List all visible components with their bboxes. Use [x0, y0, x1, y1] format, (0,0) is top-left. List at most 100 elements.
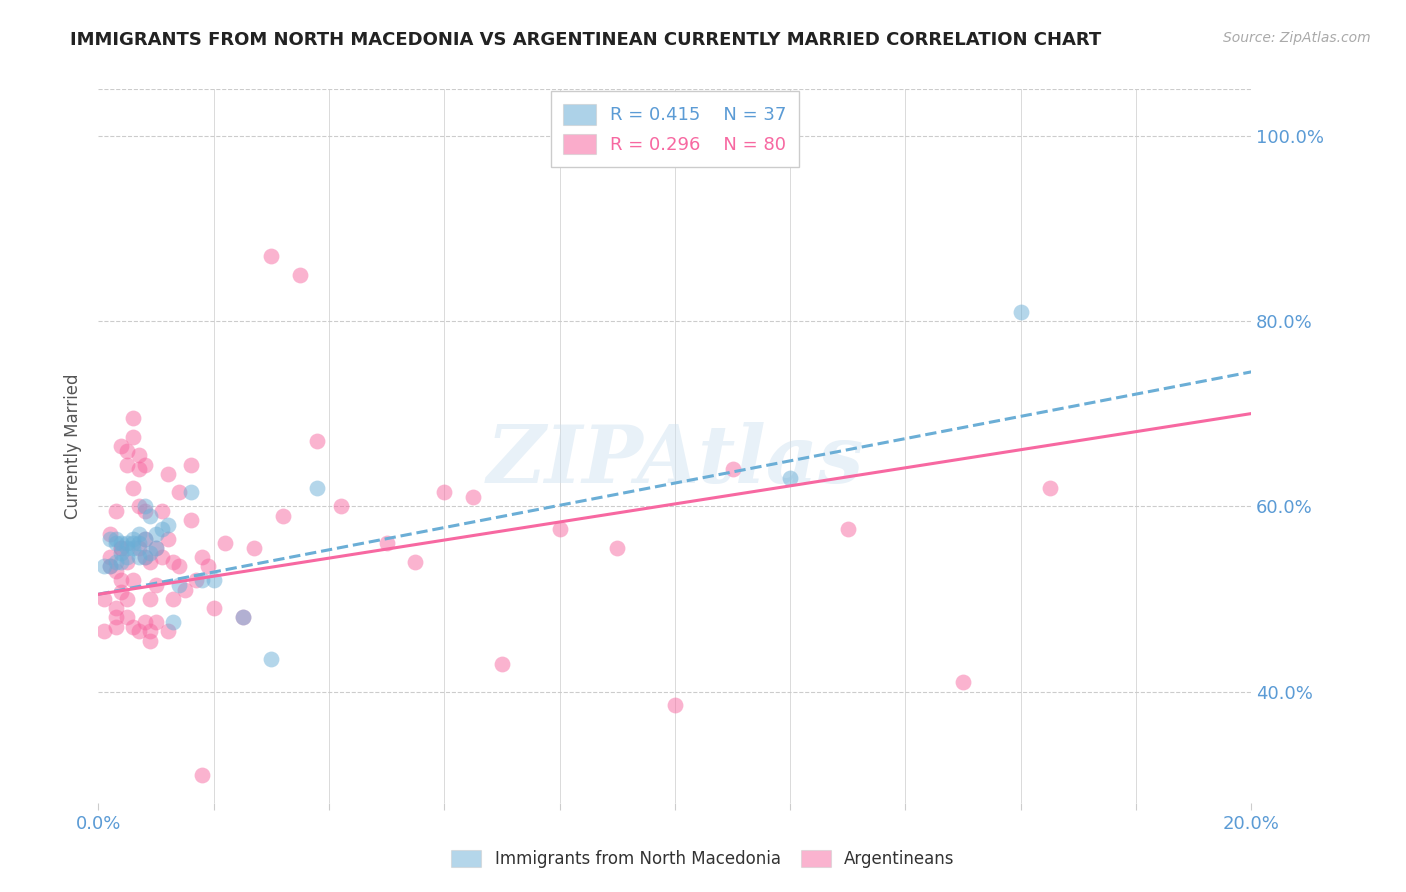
Point — [307, 434, 329, 449]
Point — [117, 610, 139, 624]
Point — [202, 810, 225, 824]
Point — [104, 601, 127, 615]
Point — [329, 500, 352, 514]
Point — [180, 458, 202, 472]
Point — [117, 536, 139, 550]
Point — [134, 500, 156, 514]
Point — [93, 624, 115, 639]
Point — [197, 559, 219, 574]
Point — [117, 443, 139, 458]
Point — [110, 439, 132, 453]
Point — [162, 591, 184, 606]
Point — [110, 555, 132, 569]
Point — [191, 550, 214, 565]
Point — [191, 574, 214, 588]
Point — [271, 508, 294, 523]
Point — [150, 550, 173, 565]
Point — [134, 615, 156, 629]
Point — [145, 541, 167, 555]
Point — [150, 523, 173, 537]
Point — [837, 523, 859, 537]
Point — [134, 504, 156, 518]
Point — [110, 541, 132, 555]
Point — [606, 541, 628, 555]
Point — [134, 532, 156, 546]
Point — [93, 559, 115, 574]
Point — [104, 504, 127, 518]
Point — [491, 657, 513, 671]
Point — [128, 462, 150, 476]
Point — [1010, 304, 1032, 318]
Text: Source: ZipAtlas.com: Source: ZipAtlas.com — [1223, 31, 1371, 45]
Point — [98, 550, 121, 565]
Text: ZIPAtlas: ZIPAtlas — [486, 422, 863, 499]
Point — [139, 633, 162, 648]
Point — [156, 624, 179, 639]
Point — [231, 610, 254, 624]
Point — [117, 458, 139, 472]
Point — [110, 545, 132, 559]
Point — [167, 578, 190, 592]
Point — [128, 541, 150, 555]
Point — [122, 574, 145, 588]
Point — [260, 652, 283, 666]
Point — [145, 578, 167, 592]
Point — [98, 559, 121, 574]
Point — [134, 550, 156, 565]
Point — [122, 541, 145, 555]
Point — [139, 508, 162, 523]
Point — [134, 458, 156, 472]
Point — [104, 555, 127, 569]
Point — [186, 574, 208, 588]
Point — [104, 532, 127, 546]
Point — [231, 610, 254, 624]
Point — [162, 555, 184, 569]
Point — [122, 532, 145, 546]
Point — [721, 462, 744, 476]
Point — [104, 620, 127, 634]
Point — [150, 504, 173, 518]
Point — [779, 471, 801, 485]
Point — [202, 574, 225, 588]
Legend: Immigrants from North Macedonia, Argentineans: Immigrants from North Macedonia, Argenti… — [444, 843, 962, 875]
Point — [98, 532, 121, 546]
Point — [104, 610, 127, 624]
Point — [145, 527, 167, 541]
Point — [145, 615, 167, 629]
Point — [145, 541, 167, 555]
Point — [128, 550, 150, 565]
Point — [156, 532, 179, 546]
Point — [134, 550, 156, 565]
Point — [139, 545, 162, 559]
Point — [375, 536, 398, 550]
Point — [433, 485, 456, 500]
Point — [104, 564, 127, 578]
Point — [122, 536, 145, 550]
Point — [214, 536, 236, 550]
Point — [139, 624, 162, 639]
Point — [134, 532, 156, 546]
Point — [174, 582, 197, 597]
Point — [93, 591, 115, 606]
Point — [156, 467, 179, 481]
Point — [191, 768, 214, 782]
Text: IMMIGRANTS FROM NORTH MACEDONIA VS ARGENTINEAN CURRENTLY MARRIED CORRELATION CHA: IMMIGRANTS FROM NORTH MACEDONIA VS ARGEN… — [70, 31, 1101, 49]
Point — [139, 591, 162, 606]
Point — [156, 517, 179, 532]
Point — [307, 481, 329, 495]
Point — [167, 485, 190, 500]
Legend: R = 0.415    N = 37, R = 0.296    N = 80: R = 0.415 N = 37, R = 0.296 N = 80 — [551, 91, 799, 167]
Point — [167, 559, 190, 574]
Point — [952, 675, 974, 690]
Point — [110, 541, 132, 555]
Point — [128, 527, 150, 541]
Point — [139, 555, 162, 569]
Y-axis label: Currently Married: Currently Married — [65, 373, 83, 519]
Point — [461, 490, 484, 504]
Point — [98, 527, 121, 541]
Point — [98, 559, 121, 574]
Point — [180, 513, 202, 527]
Point — [664, 698, 686, 713]
Point — [117, 591, 139, 606]
Point — [290, 268, 312, 282]
